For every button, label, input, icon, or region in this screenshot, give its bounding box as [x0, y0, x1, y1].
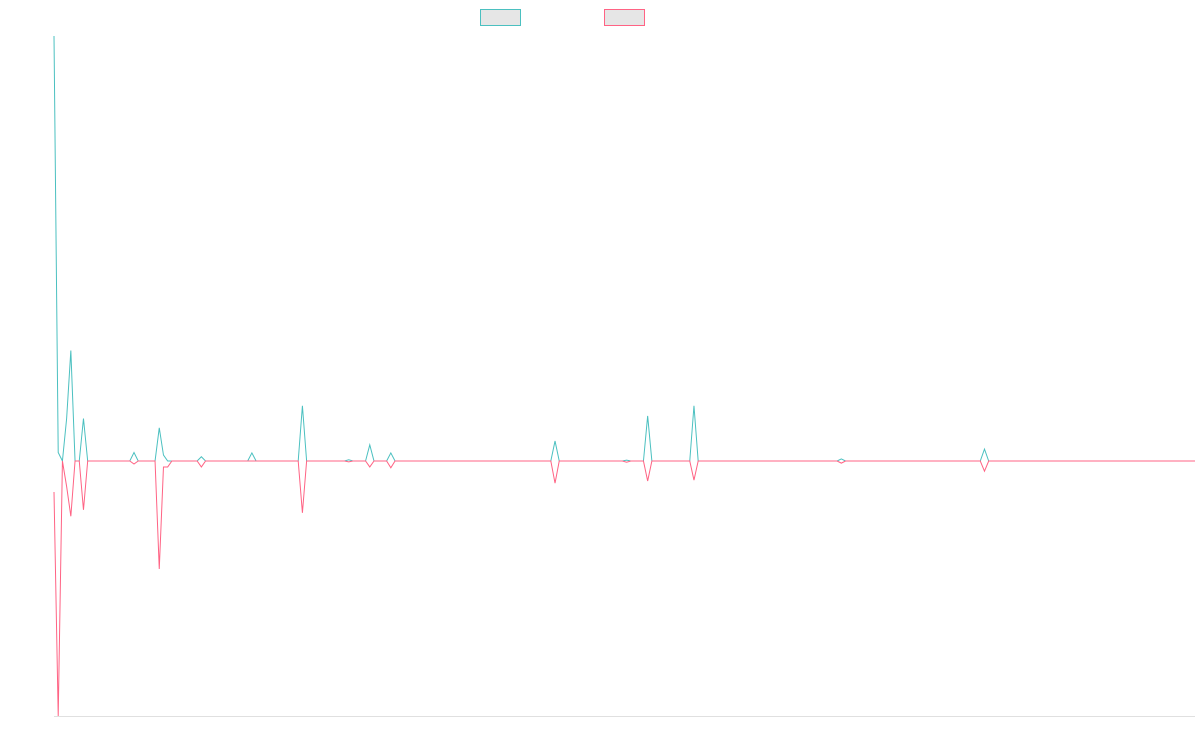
legend-swatch [604, 9, 645, 26]
legend-swatch [480, 9, 521, 26]
series-line [53, 460, 1195, 717]
series-line [53, 35, 1195, 463]
legend [480, 9, 645, 26]
